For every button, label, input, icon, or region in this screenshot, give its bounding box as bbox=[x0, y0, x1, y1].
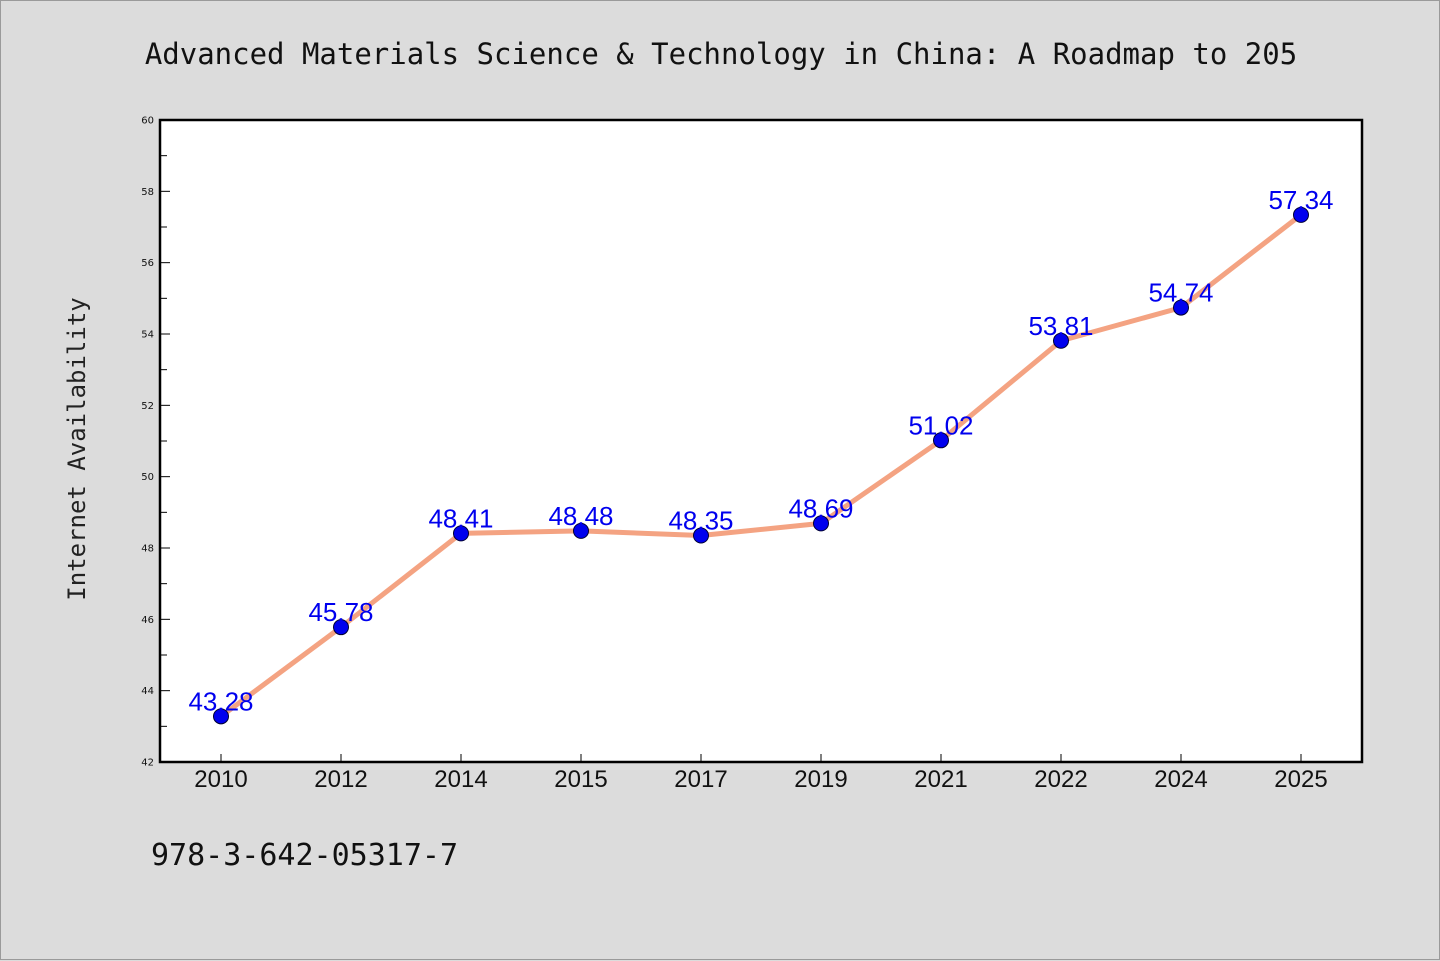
y-tick-label: 56 bbox=[141, 258, 154, 269]
data-point bbox=[213, 708, 229, 725]
x-tick-label: 2014 bbox=[434, 766, 487, 793]
y-axis-label: Internet Availability bbox=[63, 297, 91, 600]
chart-title: Advanced Materials Science & Technology … bbox=[145, 37, 1297, 71]
isbn-footer: 978-3-642-05317-7 bbox=[151, 838, 458, 873]
data-label: 51.02 bbox=[908, 410, 973, 440]
data-label: 48.69 bbox=[788, 493, 853, 523]
y-tick-label: 58 bbox=[141, 187, 154, 198]
y-tick-label: 60 bbox=[141, 116, 154, 127]
y-tick-label: 52 bbox=[141, 401, 154, 412]
x-tick-label: 2025 bbox=[1274, 766, 1327, 793]
x-tick-label: 2012 bbox=[314, 766, 367, 793]
data-label: 48.48 bbox=[548, 501, 613, 531]
y-tick-label: 44 bbox=[141, 686, 154, 697]
data-point bbox=[573, 522, 589, 539]
x-tick-label: 2024 bbox=[1154, 766, 1207, 793]
y-tick-label: 46 bbox=[141, 615, 154, 626]
data-point bbox=[933, 432, 949, 449]
data-label: 57.34 bbox=[1268, 185, 1333, 215]
data-point bbox=[1173, 299, 1189, 316]
x-axis-ticks: 2010 2012 2014 2015 2017 2019 2021 2022 2024 2025 bbox=[194, 754, 1328, 793]
data-point bbox=[333, 619, 349, 636]
series-line-group bbox=[218, 212, 1304, 719]
x-tick-label: 2010 bbox=[194, 766, 247, 793]
data-point bbox=[1053, 332, 1069, 349]
data-labels: 43.28 45.78 48.41 48.48 48.35 48.69 51.02 53.81… bbox=[188, 185, 1333, 716]
y-tick-label: 48 bbox=[141, 544, 154, 555]
data-label: 53.81 bbox=[1028, 311, 1093, 341]
plot-area bbox=[158, 118, 1364, 764]
y-tick-label: 54 bbox=[141, 330, 154, 341]
y-tick-label: 50 bbox=[141, 472, 154, 483]
data-point bbox=[1293, 206, 1309, 223]
data-point bbox=[453, 525, 469, 542]
series-line bbox=[218, 212, 1304, 719]
x-tick-label: 2022 bbox=[1034, 766, 1087, 793]
data-label: 54.74 bbox=[1148, 278, 1213, 308]
data-markers bbox=[213, 206, 1309, 725]
data-label: 45.78 bbox=[308, 597, 373, 627]
x-tick-label: 2015 bbox=[554, 766, 607, 793]
data-label: 48.41 bbox=[428, 503, 493, 533]
data-label: 48.35 bbox=[668, 506, 733, 536]
data-point bbox=[813, 515, 829, 532]
x-tick-label: 2017 bbox=[674, 766, 727, 793]
x-tick-label: 2021 bbox=[914, 766, 967, 793]
x-tick-label: 2019 bbox=[794, 766, 847, 793]
y-tick-label: 42 bbox=[141, 758, 154, 769]
y-axis-ticks: 42 44 46 48 50 52 54 56 58 60 bbox=[141, 116, 170, 769]
data-point bbox=[693, 527, 709, 544]
data-label: 43.28 bbox=[188, 686, 253, 716]
